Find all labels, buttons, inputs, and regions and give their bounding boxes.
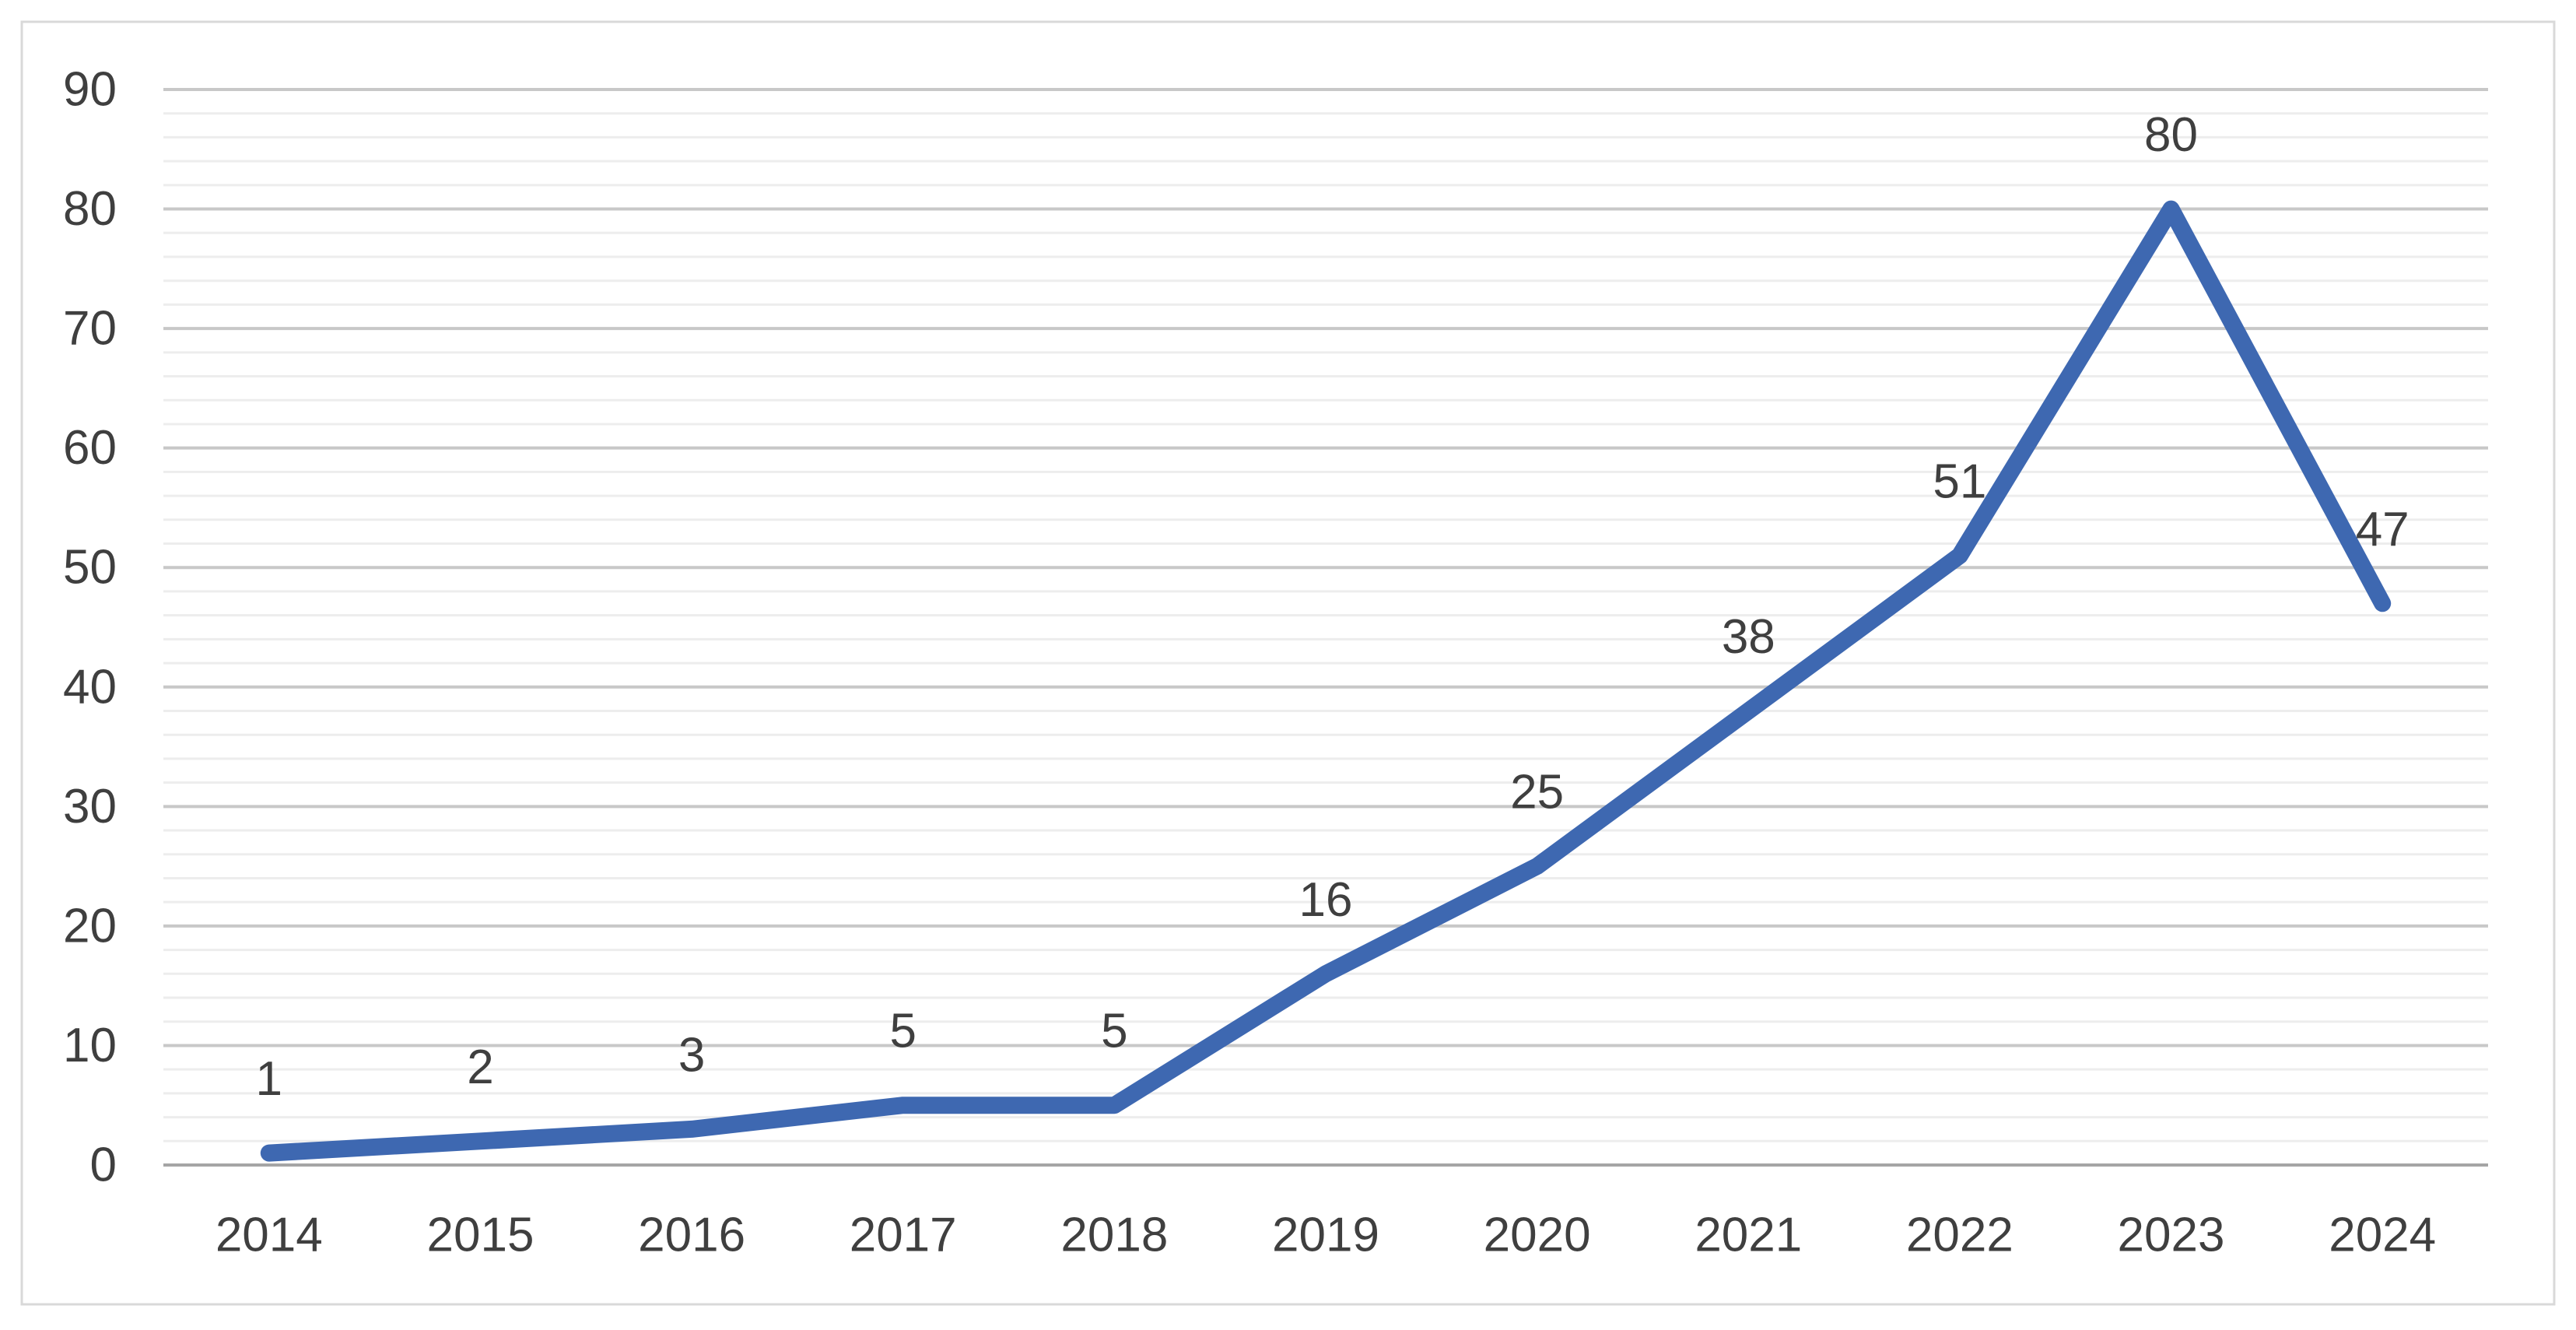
data-label: 38 [1722,610,1775,664]
minor-gridlines [163,112,2488,1142]
x-axis-tick-label: 2015 [427,1209,534,1262]
data-label: 25 [1510,766,1564,819]
x-axis-tick-labels: 2014 2015 2016 2017 2018 2019 2020 2021 2022 2023… [216,1209,2436,1262]
y-axis-tick-label: 40 [63,660,117,714]
data-label: 5 [1101,1005,1127,1058]
data-label: 3 [678,1028,705,1082]
data-label: 1 [256,1052,282,1106]
data-label: 16 [1299,873,1353,927]
y-axis-tick-label: 30 [63,780,117,833]
x-axis-tick-label: 2021 [1695,1209,1802,1262]
x-axis-tick-label: 2016 [638,1209,745,1262]
x-axis-tick-label: 2020 [1484,1209,1591,1262]
chart-border [20,20,2556,1306]
major-gridlines [163,88,2488,1048]
y-axis-tick-label: 0 [90,1139,117,1192]
data-label: 51 [1933,454,1986,508]
data-label: 80 [2144,108,2198,162]
x-axis-tick-label: 2018 [1060,1209,1168,1262]
data-labels: 1 2 3 5 5 16 25 38 51 80 47 [256,108,2410,1106]
data-label: 5 [889,1005,916,1058]
y-axis-tick-label: 60 [63,421,117,475]
data-series-line [260,200,2392,1162]
y-axis-tick-label: 70 [63,302,117,356]
y-axis-tick-label: 80 [63,182,117,236]
x-axis-tick-label: 2022 [1906,1209,2013,1262]
x-axis-tick-label: 2017 [850,1209,957,1262]
series-line [260,200,2392,1162]
y-axis-tick-labels: 0 10 20 30 40 50 60 70 80 90 [63,63,117,1192]
y-axis-tick-label: 10 [63,1019,117,1072]
x-axis-tick-label: 2014 [216,1209,323,1262]
data-label: 47 [2356,503,2410,556]
y-axis-tick-label: 90 [63,63,117,117]
y-axis-tick-label: 20 [63,899,117,953]
data-label: 2 [467,1040,493,1094]
y-axis-tick-label: 50 [63,541,117,595]
x-axis-tick-label: 2024 [2329,1209,2436,1262]
x-axis-tick-label: 2019 [1272,1209,1379,1262]
x-axis-tick-label: 2023 [2118,1209,2225,1262]
